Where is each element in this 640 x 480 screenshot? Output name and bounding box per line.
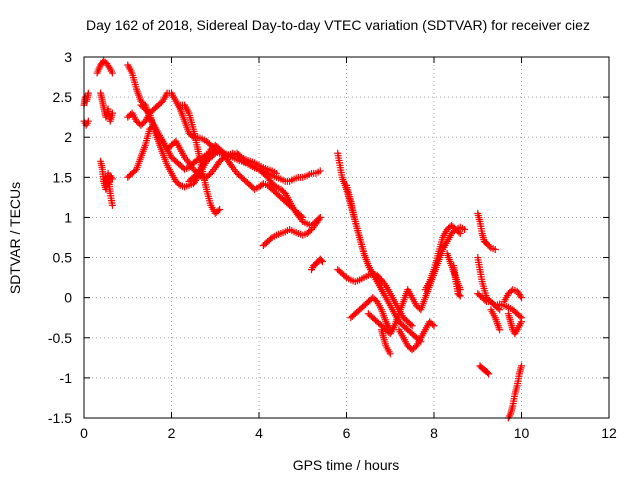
data-points xyxy=(80,57,525,422)
data-point-arc-27 xyxy=(481,296,489,304)
data-point-arc-24 xyxy=(455,291,463,299)
data-point-arc-17 xyxy=(376,276,384,284)
data-point-arc-12 xyxy=(236,152,244,160)
y-tick-label: -1.5 xyxy=(48,410,72,426)
data-point-arc-10 xyxy=(210,151,218,159)
data-point-arc-16 xyxy=(407,320,415,328)
data-point-arc-32 xyxy=(518,362,525,370)
data-point-arc-13 xyxy=(316,213,324,221)
x-tick-label: 0 xyxy=(80,425,88,441)
y-tick-label: 3 xyxy=(64,49,72,65)
chart-title: Day 162 of 2018, Sidereal Day-to-day VTE… xyxy=(86,17,590,33)
x-tick-label: 4 xyxy=(255,425,263,441)
data-point-arc-27 xyxy=(496,306,504,314)
data-point-arc-4 xyxy=(108,109,116,117)
data-point-arc-26 xyxy=(516,312,524,320)
x-tick-label: 8 xyxy=(430,425,438,441)
data-point-arc-10 xyxy=(211,149,219,157)
data-point-arc-11 xyxy=(214,207,222,215)
data-point-arc-31 xyxy=(484,369,492,377)
data-point-arc-21 xyxy=(430,322,438,330)
x-tick-label: 12 xyxy=(601,425,617,441)
data-point-arc-24 xyxy=(456,292,464,300)
x-tick-label: 10 xyxy=(514,425,530,441)
data-point-arc-12 xyxy=(273,169,280,177)
data-point-arc-16 xyxy=(408,322,416,330)
data-point-arc-16 xyxy=(341,272,349,280)
y-axis-label: SDTVAR / TECUs xyxy=(7,182,23,294)
y-tick-label: 2.5 xyxy=(53,89,73,105)
data-point-arc-19 xyxy=(461,225,469,233)
data-point-arc-3 xyxy=(108,69,116,77)
x-tick-label: 2 xyxy=(168,425,176,441)
y-tick-label: 1 xyxy=(64,209,72,225)
y-tick-label: -1 xyxy=(60,370,73,386)
y-tick-label: -0.5 xyxy=(48,330,72,346)
data-point-arc-25 xyxy=(485,242,493,250)
data-point-arc-9 xyxy=(219,155,227,163)
data-point-arc-22 xyxy=(456,229,464,237)
data-point-arc-13 xyxy=(267,235,275,243)
data-point-arc-14 xyxy=(318,258,326,266)
data-point-arc-27 xyxy=(494,304,502,312)
grid-lines xyxy=(84,57,609,418)
axis-ticks: 0 2 4 6 8 10 12 -1.5 -1 -0.5 0 0.5 1 1.5 2 2.5 3 xyxy=(48,49,617,441)
data-point-arc-1 xyxy=(84,89,92,97)
data-point-arc-28 xyxy=(496,326,504,334)
data-point-arc-6 xyxy=(108,175,116,183)
data-point-arc-5 xyxy=(108,201,116,209)
data-point-arc-29 xyxy=(518,294,525,302)
plot-frame xyxy=(83,56,610,419)
data-point-arc-17 xyxy=(378,278,385,286)
data-point-arc-13 xyxy=(315,215,323,223)
data-point-arc-8 xyxy=(316,167,324,175)
data-point-arc-21 xyxy=(429,320,437,328)
data-point-arc-25 xyxy=(491,246,499,254)
y-tick-label: 0.5 xyxy=(53,250,73,266)
data-point-arc-10 xyxy=(175,180,183,188)
data-point-arc-10 xyxy=(144,108,152,116)
data-point-arc-6 xyxy=(107,173,115,181)
y-tick-label: 0 xyxy=(64,290,72,306)
data-point-arc-2 xyxy=(84,117,92,125)
data-point-arc-29 xyxy=(516,292,524,300)
data-point-arc-9 xyxy=(271,182,279,190)
data-point-arc-11 xyxy=(216,205,224,213)
y-tick-label: 2 xyxy=(64,129,72,145)
data-point-arc-30 xyxy=(518,318,525,326)
x-tick-label: 6 xyxy=(343,425,351,441)
data-point-arc-22 xyxy=(455,228,463,236)
data-point-arc-14 xyxy=(317,256,325,264)
y-tick-label: 1.5 xyxy=(53,169,73,185)
data-point-arc-20 xyxy=(386,350,394,358)
data-point-arc-31 xyxy=(485,370,493,378)
x-axis-label: GPS time / hours xyxy=(293,457,400,473)
